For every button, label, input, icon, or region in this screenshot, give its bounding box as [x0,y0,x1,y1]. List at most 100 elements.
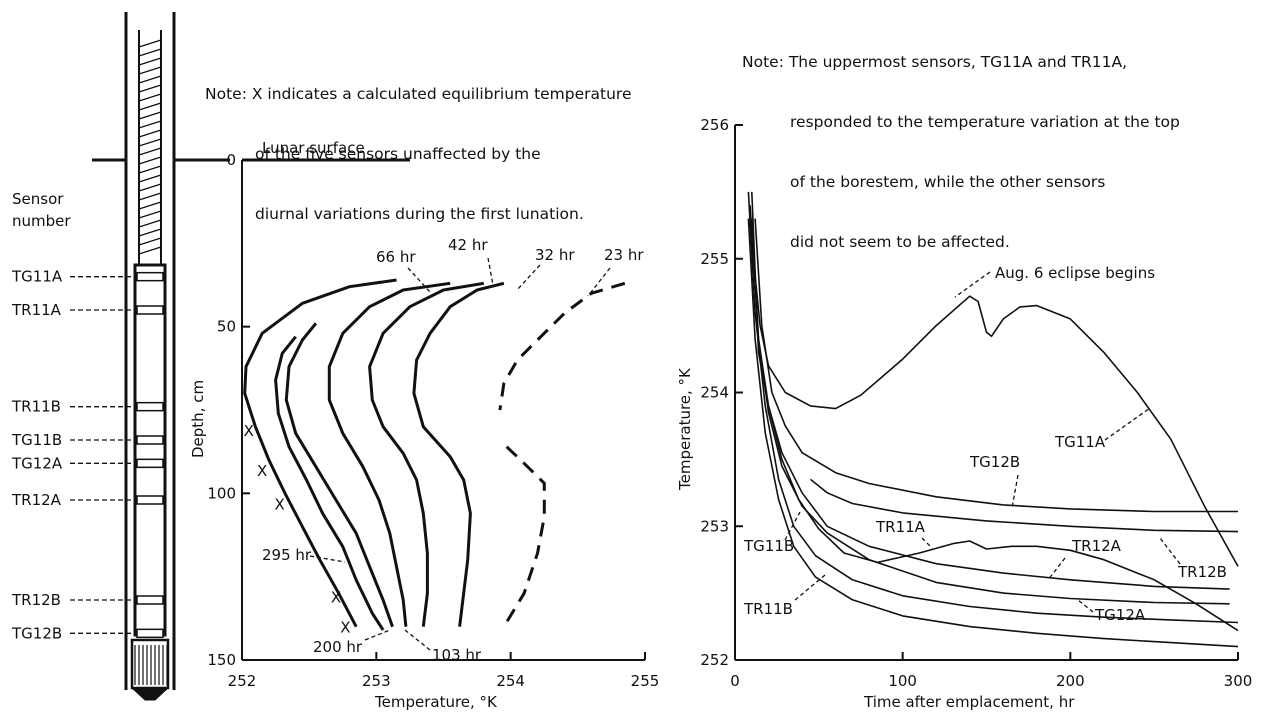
depth-profile-line-8 [243,278,397,628]
sensor-curve-tg12b [754,218,1238,513]
sensor-number-title-line1: Sensor [12,190,64,208]
series-leader-tg11a [1104,407,1151,441]
sensor-label-tg11a: TG11A [11,268,63,286]
time-chart-x-tick-label-0: 0 [730,672,740,690]
time-chart-y-tick-label-255: 255 [700,250,729,268]
depth-curve-leader-3 [516,264,541,291]
equilibrium-marker-4: X [331,589,341,607]
series-leader-tg11b [784,511,801,541]
sensor-labels: TG11A TR11A TR11B TG11B TG12A TR12A TR12B TG12B [11,268,164,642]
depth-curve-label-4: 23 hr [604,246,644,264]
depth-curve-label-3: 32 hr [535,246,575,264]
sensor-marker-tg11b [136,435,164,445]
sensor-label-tr12a: TR12A [11,491,62,509]
depth-profile-line-1 [498,281,626,411]
note-right-line-1: Note: The uppermost sensors, TG11A and T… [742,53,1128,71]
sensor-curve-tr12a [751,231,1230,590]
sensor-curve-tr11b [747,218,1239,648]
time-chart-x-axis-label: Time after emplacement, hr [863,693,1075,711]
series-leader-tr12a [1047,557,1066,581]
depth-profile-line-4 [368,281,485,627]
equilibrium-marker-3: X [274,495,284,513]
depth-profile-line-5 [327,281,451,627]
depth-curve-label-2: 42 hr [448,236,488,254]
series-leader-tr11b [794,574,826,601]
note-right: Note: The uppermost sensors, TG11A and T… [742,12,1180,272]
series-label-tr12a: TR12A [1071,537,1122,555]
depth-chart-y-tick-label-0: 0 [226,151,236,169]
series-label-tg12a: TG12A [1094,606,1146,624]
sensor-marker-tr12a [136,495,164,505]
depth-curve-leader-2 [487,257,494,286]
sensor-number-title-line2: number [12,212,71,230]
depth-curve-label-5: 295 hr [262,546,312,564]
sensor-marker-tr11a [136,305,164,315]
series-label-tg11b: TG11B [743,537,794,555]
depth-chart-x-tick-label-252: 252 [228,672,257,690]
depth-chart-y-axis-label: Depth, cm [189,380,207,458]
depth-profile-line-7 [274,335,385,631]
sensor-label-tg12b: TG12B [11,624,62,642]
sensor-label-tg12a: TG12A [11,454,63,472]
depth-chart-y-tick-label-50: 50 [217,318,236,336]
series-label-tg11a: TG11A [1054,433,1106,451]
sensor-label-tr11b: TR11B [11,398,61,416]
note-right-line-4: did not seem to be affected. [790,233,1010,251]
depth-curve-leader-7 [404,629,431,651]
lunar-surface-label: Lunar surface [262,139,365,157]
series-label-tg12b: TG12B [969,453,1020,471]
depth-chart-y-tick-label-100: 100 [207,484,236,502]
sensor-marker-tg12a [136,458,164,469]
note-left-line-3: diurnal variations during the first luna… [255,205,584,223]
time-chart-y-tick-label-256: 256 [700,116,729,134]
sensor-marker-tg12b [136,628,164,639]
sensor-curve-tr12b [809,478,1239,533]
note-left-line-1: Note: X indicates a calculated equilibri… [205,85,632,103]
series-leader-tr12b [1159,537,1181,565]
sensor-marker-tr12b [136,595,164,605]
sensor-curve-tg11a [749,205,1239,567]
depth-profile-line-6 [284,322,394,628]
sensor-curve-tr11a [751,191,1239,632]
series-leader-tg12b [1011,474,1019,509]
eclipse-leader [954,271,991,298]
equilibrium-marker-2: X [257,462,267,480]
sensor-curve-tg11b [747,191,1239,624]
time-chart-y-tick-label-253: 253 [700,517,729,535]
depth-curve-label-1: 66 hr [376,248,416,266]
time-chart-x-tick-label-200: 200 [1056,672,1085,690]
equilibrium-marker-1: X [244,422,254,440]
note-right-line-3: of the borestem, while the other sensors [790,173,1106,191]
depth-profile-line-3 [412,281,505,627]
note-right-line-2: responded to the temperature variation a… [790,113,1180,131]
series-label-tr11a: TR11A [875,518,926,536]
time-chart-y-tick-label-252: 252 [700,651,729,669]
depth-curve-leader-1 [407,267,431,293]
sensor-label-tg11b: TG11B [11,431,62,449]
equilibrium-marker-5: X [340,619,350,637]
eclipse-annotation: Aug. 6 eclipse begins [995,264,1155,282]
time-chart-x-tick-label-300: 300 [1224,672,1253,690]
temperature-time-chart: 0 100 200 300 252 253 254 255 256 TG11A TG12B TR11A… [700,116,1252,690]
depth-curve-label-7: 103 hr [432,646,482,664]
depth-chart-x-tick-label-254: 254 [496,672,525,690]
series-label-tr12b: TR12B [1177,563,1227,581]
series-label-tr11b: TR11B [743,600,793,618]
sensor-curve-tg12a [751,218,1230,605]
time-chart-y-tick-label-254: 254 [700,384,729,402]
sensor-marker-tg11a [136,271,164,282]
depth-chart-x-tick-label-253: 253 [362,672,391,690]
depth-profile-line-2 [502,445,546,628]
depth-chart-y-tick-label-150: 150 [207,651,236,669]
depth-chart-x-tick-label-255: 255 [631,672,660,690]
series-leader-tg12a [1077,599,1094,613]
sensor-label-tr12b: TR12B [11,591,61,609]
sensor-marker-tr11b [136,401,164,412]
time-chart-y-axis-label: Temperature, °K [676,367,694,491]
depth-chart-x-axis-label: Temperature, °K [374,693,498,711]
time-chart-x-tick-label-100: 100 [888,672,917,690]
depth-curve-label-6: 200 hr [313,638,363,656]
series-leader-tr11a [921,537,933,549]
